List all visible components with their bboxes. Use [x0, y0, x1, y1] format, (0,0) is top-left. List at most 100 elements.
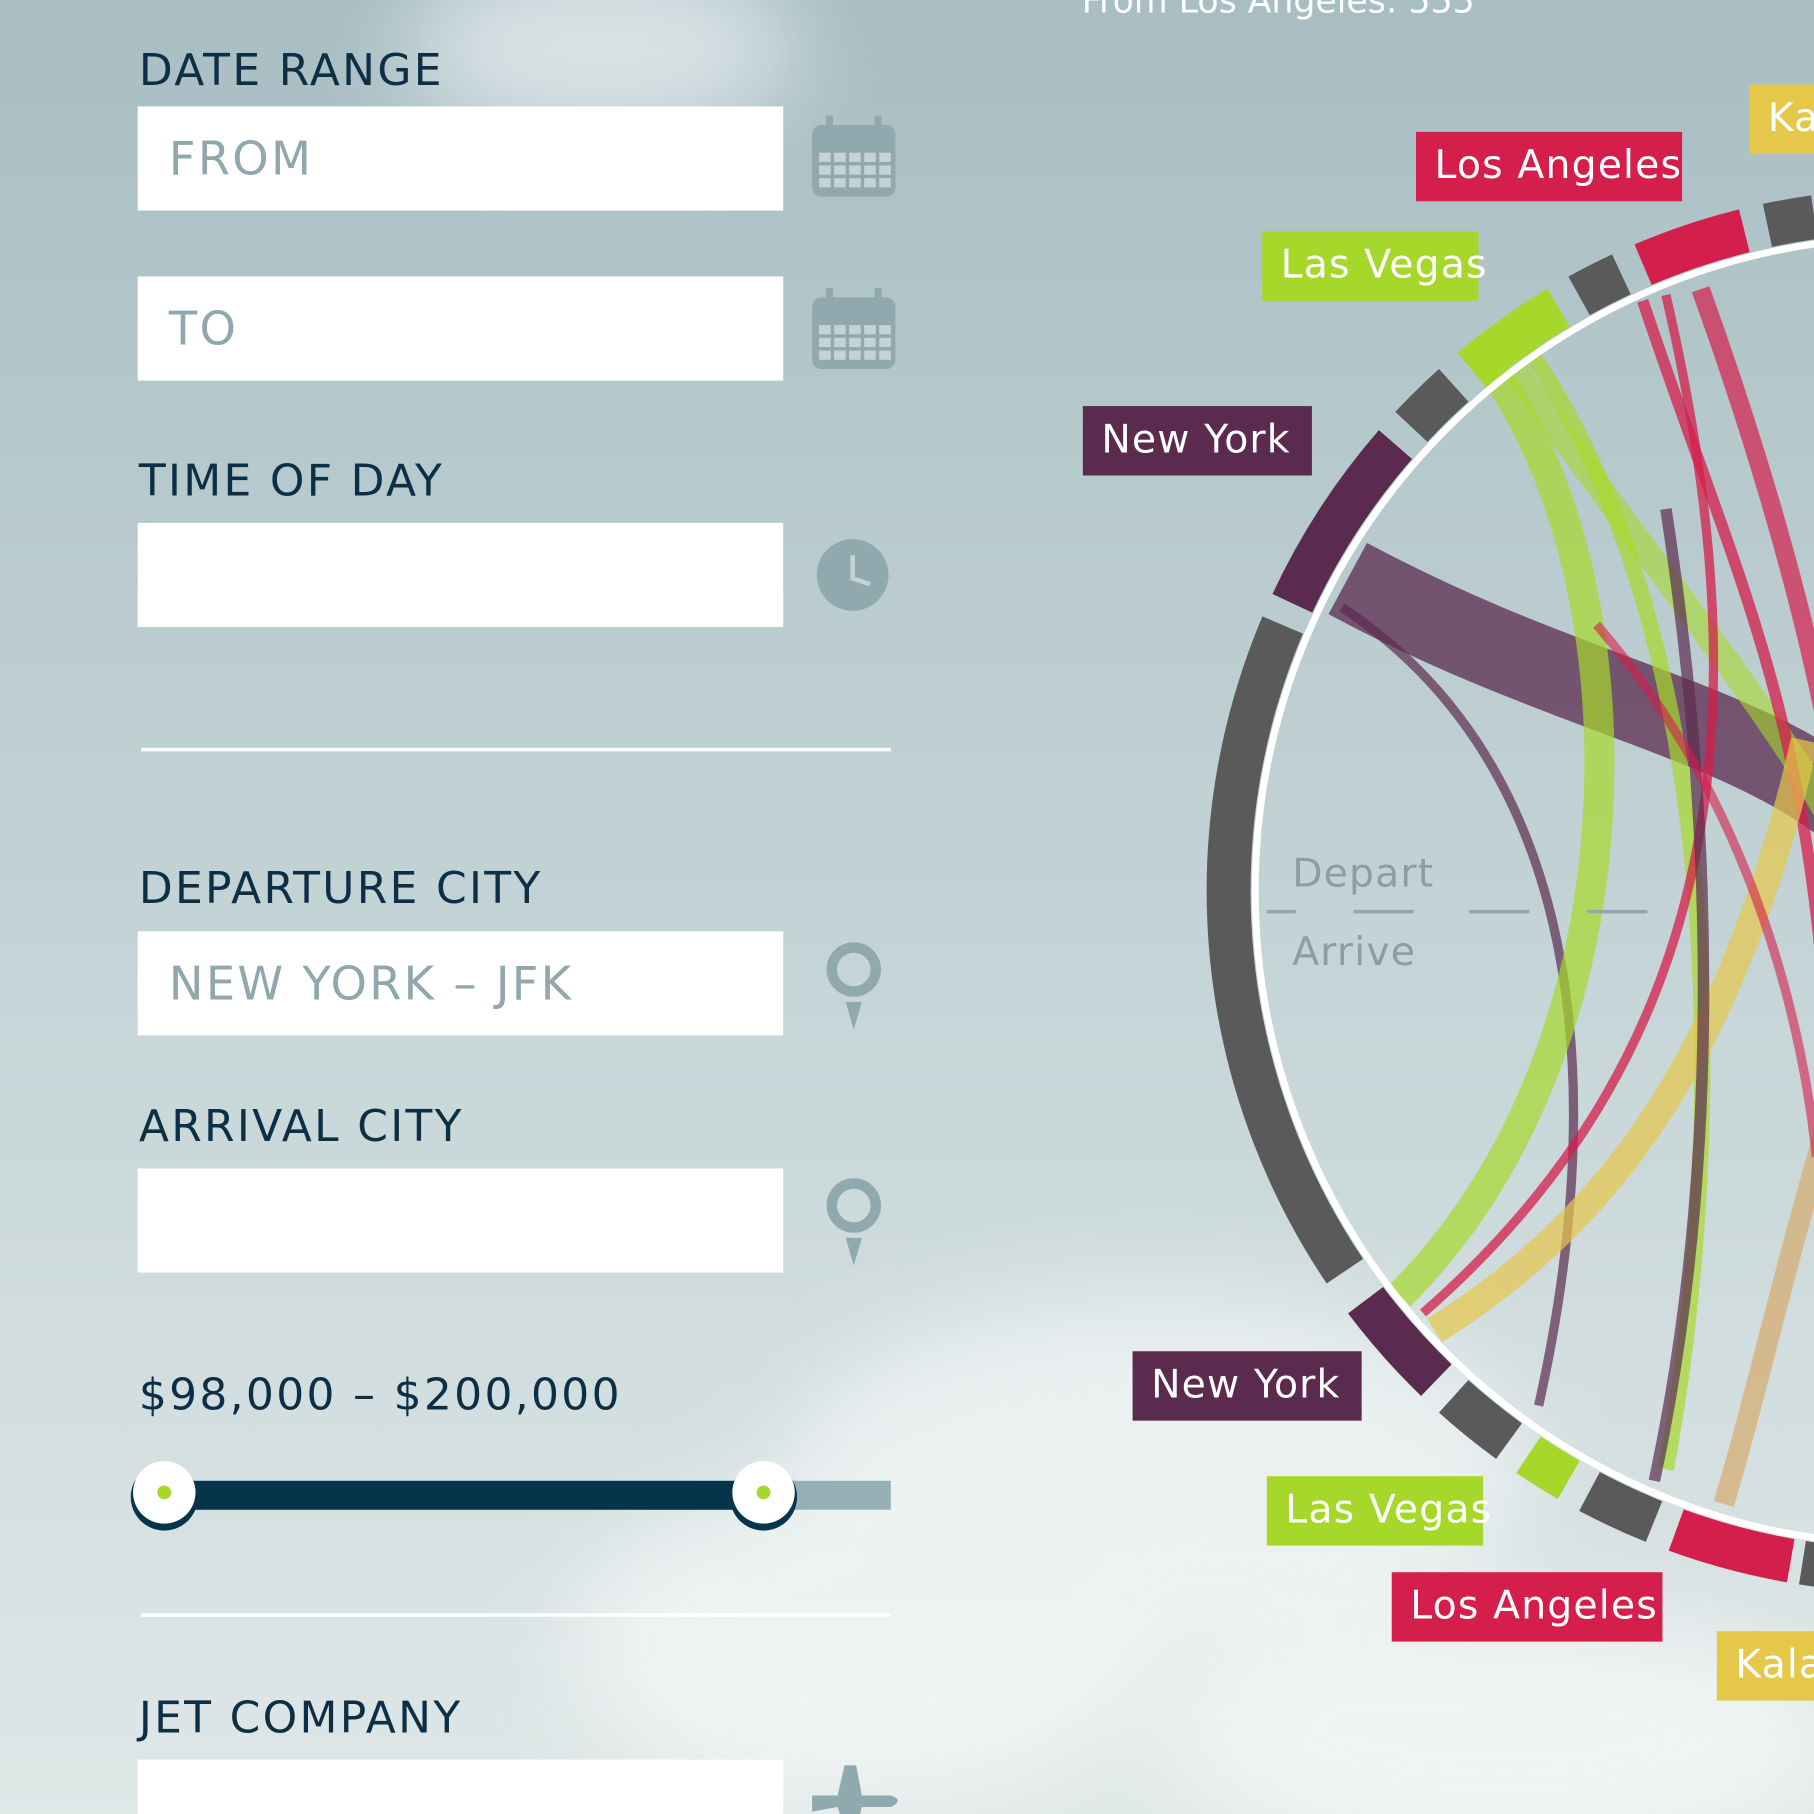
- calendar-cell: [849, 178, 861, 188]
- cloud: [404, 0, 799, 139]
- ring-segment: [1516, 1436, 1580, 1499]
- chord-ribbon: [1691, 286, 1814, 713]
- chord-ribbon: [1427, 737, 1814, 1343]
- pin-icon[interactable]: [826, 942, 881, 997]
- calendar-cell: [849, 165, 861, 175]
- field-label: $98,000 – $200,000: [139, 1370, 622, 1421]
- calendar-cell: [819, 178, 831, 188]
- arrive-city-label: New York: [1151, 1362, 1340, 1408]
- text-input[interactable]: [137, 1759, 784, 1814]
- slider-range: [164, 1480, 764, 1510]
- input-text: TO: [168, 302, 238, 356]
- text-input[interactable]: [137, 522, 784, 628]
- chord-ribbon: [1637, 298, 1814, 947]
- arrive-label: Arrive: [1292, 929, 1416, 975]
- pin-icon[interactable]: [826, 1178, 881, 1233]
- field-label: JET COMPANY: [136, 1692, 463, 1743]
- arrive-city-label-box: [1716, 1631, 1814, 1701]
- ring-segment: [1395, 368, 1469, 442]
- ring-segment: [1668, 1509, 1795, 1583]
- chord-ribbon: [1713, 1130, 1814, 1507]
- calendar-cell: [849, 337, 861, 348]
- chord-ribbon: [1505, 362, 1814, 816]
- slider-handle-dot: [756, 1485, 771, 1500]
- text-input[interactable]: [137, 106, 784, 211]
- field-label: DATE RANGE: [139, 45, 444, 96]
- calendar-cell: [834, 337, 846, 348]
- calendar-cell: [819, 165, 831, 175]
- calendar-cell: [864, 152, 876, 162]
- arrive-city-label: Kala: [1735, 1642, 1814, 1688]
- inner-ring: [1251, 240, 1814, 1541]
- arrive-city-label: Las Vegas: [1285, 1487, 1492, 1533]
- calendar-cell: [819, 152, 831, 162]
- calendar-cell: [849, 350, 861, 360]
- ring-segment: [1348, 1286, 1452, 1396]
- cloud: [566, 1480, 1169, 1805]
- ring-segment: [1799, 1540, 1814, 1587]
- calendar-cell: [819, 337, 831, 348]
- chord-ribbon: [1339, 603, 1579, 1407]
- calendar-cell: [864, 337, 876, 348]
- depart-city-label-box: [1082, 406, 1312, 476]
- calendar-cell: [849, 152, 861, 162]
- calendar-cell: [834, 165, 846, 175]
- ring-segment: [1568, 254, 1631, 316]
- calendar-tab: [874, 115, 882, 137]
- ring-segment: [1206, 616, 1364, 1284]
- calendar-cell: [834, 152, 846, 162]
- calendar-cell: [834, 325, 846, 335]
- chord-diagram: [1206, 195, 1814, 1587]
- calendar-cell: [879, 152, 891, 162]
- arrive-city-label: Los Angeles: [1410, 1583, 1658, 1629]
- arrive-city-label-box: [1132, 1351, 1362, 1421]
- ring-segment: [1457, 288, 1571, 387]
- ring-segment: [1438, 1379, 1523, 1459]
- ring-segment: [1762, 195, 1814, 247]
- pin-tip: [845, 1237, 862, 1266]
- chord-ribbon: [1648, 508, 1710, 1483]
- arrive-city-label-box: [1391, 1572, 1663, 1642]
- depart-city-label: Las Vegas: [1281, 242, 1488, 288]
- arrive-city-label-box: [1266, 1476, 1484, 1546]
- depart-city-label: Ka: [1768, 95, 1814, 141]
- calendar-cell: [819, 325, 831, 335]
- pin-tip: [845, 1001, 862, 1030]
- depart-city-label: New York: [1101, 416, 1290, 462]
- field-label: TIME OF DAY: [138, 456, 444, 507]
- calendar-cell: [849, 325, 861, 335]
- calendar-cell: [879, 350, 891, 360]
- calendar-cell: [864, 178, 876, 188]
- cloud: [1156, 1608, 1814, 1814]
- chord-ribbon: [1593, 621, 1814, 1158]
- depart-city-label-box: [1262, 231, 1479, 301]
- calendar-cell: [834, 178, 846, 188]
- calendar-cell: [864, 350, 876, 360]
- ring-segment: [1579, 1471, 1663, 1542]
- ring-segment: [1634, 209, 1750, 285]
- header-note: From Los Angeles: 555: [1082, 0, 1475, 21]
- input-text: NEW YORK – JFK: [169, 956, 573, 1010]
- ring-segment: [1272, 430, 1413, 613]
- calendar-cell: [879, 178, 891, 188]
- field-label: DEPARTURE CITY: [139, 863, 543, 914]
- calendar-tab: [826, 115, 833, 137]
- text-input[interactable]: [137, 931, 784, 1036]
- calendar-cell: [834, 350, 846, 360]
- depart-city-label-box: [1749, 84, 1814, 154]
- chord-ribbon: [1389, 361, 1615, 1307]
- calendar-tab: [826, 288, 833, 309]
- field-label: ARRIVAL CITY: [139, 1101, 464, 1152]
- text-input[interactable]: [137, 276, 784, 381]
- depart-city-label-box: [1416, 131, 1683, 202]
- calendar-tab: [874, 288, 882, 309]
- plane-icon[interactable]: [812, 1765, 898, 1814]
- text-input[interactable]: [137, 1168, 784, 1273]
- slider-handle-dot: [157, 1485, 172, 1500]
- calendar-cell: [864, 165, 876, 175]
- clock-hands: [850, 555, 871, 587]
- calendar-cell: [864, 325, 876, 335]
